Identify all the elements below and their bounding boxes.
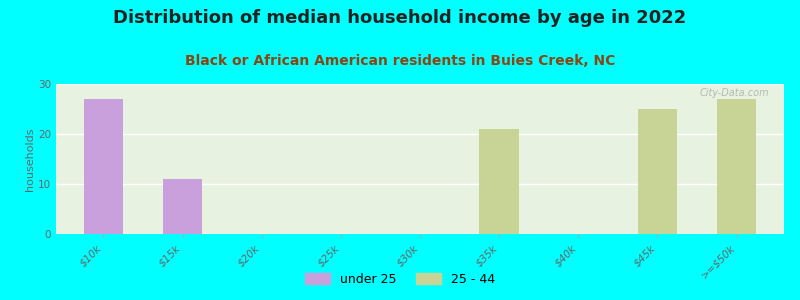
Bar bbox=[163, 179, 202, 234]
Bar bbox=[84, 99, 123, 234]
Text: Distribution of median household income by age in 2022: Distribution of median household income … bbox=[114, 9, 686, 27]
Text: City-Data.com: City-Data.com bbox=[700, 88, 770, 98]
Text: Black or African American residents in Buies Creek, NC: Black or African American residents in B… bbox=[185, 54, 615, 68]
Bar bbox=[717, 99, 756, 234]
Bar bbox=[638, 109, 677, 234]
Bar bbox=[479, 129, 519, 234]
Y-axis label: households: households bbox=[26, 127, 35, 191]
Legend: under 25, 25 - 44: under 25, 25 - 44 bbox=[300, 268, 500, 291]
